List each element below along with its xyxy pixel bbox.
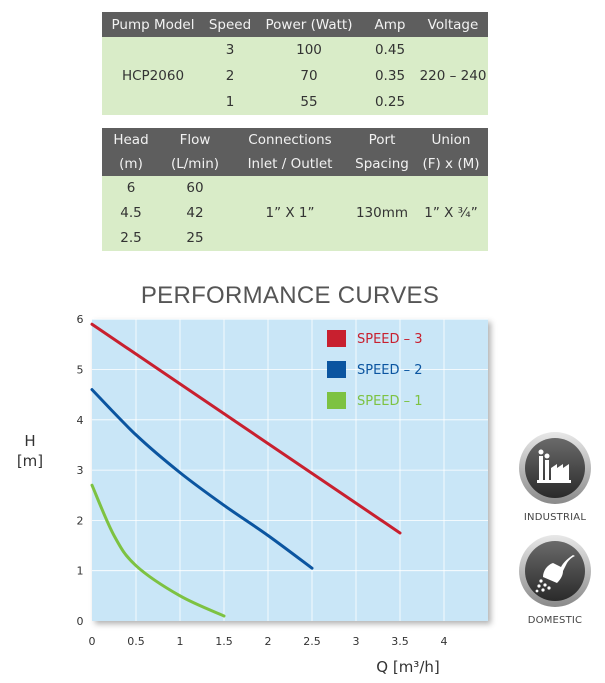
y-axis-unit: [m] (17, 452, 43, 470)
badge-label: DOMESTIC (527, 615, 583, 626)
speed-cell: 1 (204, 89, 256, 115)
spec-header-row: (m) (L/min) Inlet / Outlet Spacing (F) x… (102, 152, 488, 176)
amp-cell: 0.35 (362, 63, 418, 89)
spec-header-row: Head Flow Connections Port Union (102, 128, 488, 152)
header-amp: Amp (362, 12, 418, 37)
speed-cell: 2 (204, 63, 256, 89)
union-cell: 1” X ¾” (414, 176, 488, 251)
table-row: 1 55 0.25 (102, 89, 488, 115)
legend-label: SPEED – 1 (357, 394, 423, 409)
x-tick-label: 0.5 (127, 635, 145, 648)
y-tick-label: 1 (77, 565, 84, 578)
performance-spec-table: Head Flow Connections Port Union (m) (L/… (102, 128, 488, 251)
header-pump-model: Pump Model (102, 12, 204, 37)
series-layer (90, 322, 402, 618)
port-spacing-cell: 130mm (350, 176, 414, 251)
y-tick-label: 5 (77, 364, 84, 377)
table-row: 2 70 0.35 (102, 63, 488, 89)
header-voltage: Voltage (418, 12, 488, 37)
power-cell: 100 (256, 37, 362, 63)
x-tick-label: 1 (177, 635, 184, 648)
header-head-unit: (m) (102, 152, 160, 176)
x-tick-label: 3 (353, 635, 360, 648)
x-tick-label: 0 (89, 635, 96, 648)
pump-spec-table: Pump Model Speed Power (Watt) Amp Voltag… (102, 12, 488, 115)
spec-header-row: Pump Model Speed Power (Watt) Amp Voltag… (102, 12, 488, 37)
head-cell: 4.5 (102, 201, 160, 226)
y-tick-label: 6 (77, 313, 84, 326)
flow-cell: 25 (160, 226, 230, 251)
chart-title: PERFORMANCE CURVES (140, 282, 440, 309)
header-connections: Connections (230, 128, 350, 152)
x-tick-label: 2 (265, 635, 272, 648)
flow-cell: 42 (160, 201, 230, 226)
x-tick-label: 1.5 (215, 635, 233, 648)
table-row: 6 60 1” X 1” 130mm 1” X ¾” (102, 176, 488, 251)
header-port: Port (350, 128, 414, 152)
y-tick-label: 4 (77, 414, 84, 427)
factory-icon (519, 432, 591, 504)
tick-labels: 0 0.5 1 1.5 2 2.5 3 3.5 4 0 1 2 3 4 5 6 (77, 313, 448, 648)
domestic-badge: DOMESTIC (505, 533, 605, 626)
x-tick-label: 3.5 (391, 635, 409, 648)
power-cell: 70 (256, 63, 362, 89)
header-union: Union (414, 128, 488, 152)
badge-label: INDUSTRIAL (523, 512, 587, 523)
legend-swatch (327, 330, 346, 347)
table-row: HCP2060 3 100 0.45 220 – 240 (102, 37, 488, 115)
pump-model-cell: HCP2060 (102, 37, 204, 115)
amp-cell: 0.45 (362, 37, 418, 63)
series-line-speed-3 (90, 322, 402, 535)
amp-cell: 0.25 (362, 89, 418, 115)
industrial-badge: INDUSTRIAL (505, 430, 605, 523)
voltage-cell: 220 – 240 (418, 37, 488, 115)
series-line-speed-1 (90, 483, 226, 618)
header-flow: Flow (160, 128, 230, 152)
header-port-sub: Spacing (350, 152, 414, 176)
y-tick-label: 3 (77, 464, 84, 477)
x-tick-label: 4 (441, 635, 448, 648)
table-row: 2.5 25 (102, 226, 488, 251)
head-cell: 2.5 (102, 226, 160, 251)
header-connections-sub: Inlet / Outlet (230, 152, 350, 176)
header-speed: Speed (204, 12, 256, 37)
connections-cell: 1” X 1” (230, 176, 350, 251)
series-line-speed-2 (90, 388, 314, 570)
table-row: 4.5 42 (102, 201, 488, 226)
legend-label: SPEED – 2 (357, 363, 423, 378)
y-tick-label: 0 (77, 615, 84, 628)
header-head: Head (102, 128, 160, 152)
flow-cell: 60 (160, 176, 230, 201)
legend-swatch (327, 392, 346, 409)
legend-swatch (327, 361, 346, 378)
header-flow-unit: (L/min) (160, 152, 230, 176)
x-axis-label: Q [m³/h] (376, 658, 439, 676)
header-power: Power (Watt) (256, 12, 362, 37)
speed-cell: 3 (204, 37, 256, 63)
grid (92, 318, 488, 621)
legend-label: SPEED – 3 (357, 332, 423, 347)
header-union-sub: (F) x (M) (414, 152, 488, 176)
y-axis-label: H (24, 432, 35, 450)
x-tick-label: 2.5 (303, 635, 321, 648)
shower-head-icon (519, 535, 591, 607)
power-cell: 55 (256, 89, 362, 115)
head-cell: 6 (102, 176, 160, 201)
legend: SPEED – 3 SPEED – 2 SPEED – 1 (327, 330, 423, 409)
y-tick-label: 2 (77, 514, 84, 527)
